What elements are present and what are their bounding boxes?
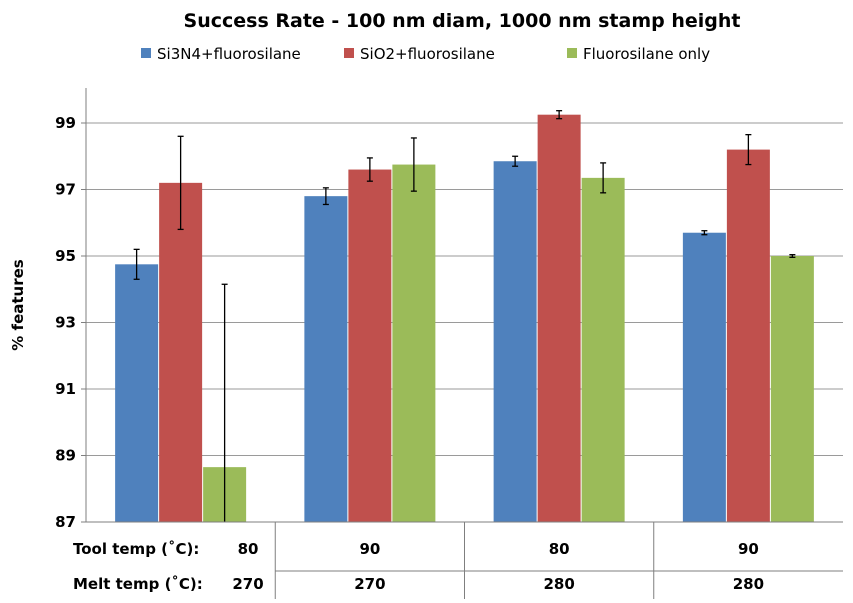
y-tick-label: 89: [55, 447, 76, 465]
y-tick-label: 99: [55, 114, 76, 132]
legend-item: Si3N4+fluorosilane: [141, 45, 301, 63]
y-tick-label: 97: [55, 181, 76, 199]
category-row-label: Melt temp (˚C):: [73, 575, 203, 593]
bar: [770, 256, 814, 522]
bar: [493, 161, 537, 523]
legend-label: Si3N4+fluorosilane: [157, 45, 301, 63]
y-tick-labels: 87 89 91 93 95 97 99: [55, 114, 76, 531]
category-row-value: 280: [733, 575, 764, 593]
bars: [115, 114, 814, 523]
bar: [115, 264, 159, 522]
category-row-value: 270: [354, 575, 385, 593]
bar: [726, 149, 770, 522]
category-row-value: 280: [543, 575, 574, 593]
bar: [348, 169, 392, 523]
category-row-value: 270: [232, 575, 263, 593]
legend-item: SiO2+fluorosilane: [344, 45, 495, 63]
category-table: Tool temp (˚C): 80 90 80 90 Melt temp (˚C): 27…: [73, 522, 843, 599]
error-bars: [133, 110, 796, 522]
chart-title: Success Rate - 100 nm diam, 1000 nm stam…: [184, 10, 741, 32]
legend-label: Fluorosilane only: [583, 45, 710, 63]
bar: [581, 177, 625, 523]
bar: [159, 182, 203, 522]
legend-swatch: [344, 48, 354, 58]
legend-swatch: [567, 48, 577, 58]
category-row-value: 80: [238, 540, 259, 558]
legend-swatch: [141, 48, 151, 58]
bar: [682, 232, 726, 522]
bar: [304, 196, 348, 522]
bar: [537, 114, 581, 522]
legend-label: SiO2+fluorosilane: [360, 45, 495, 63]
y-tick-label: 93: [55, 314, 76, 332]
legend-item: Fluorosilane only: [567, 45, 710, 63]
category-row-value: 90: [359, 540, 380, 558]
category-row-label: Tool temp (˚C):: [73, 540, 199, 558]
category-row-value: 90: [738, 540, 759, 558]
bar: [392, 164, 436, 522]
y-tick-label: 95: [55, 247, 76, 265]
y-tick-label: 91: [55, 380, 76, 398]
legend: Si3N4+fluorosilane SiO2+fluorosilane Fluor…: [141, 45, 710, 63]
y-axis-label: % features: [9, 259, 27, 350]
category-row-value: 80: [549, 540, 570, 558]
y-tick-label: 87: [55, 513, 76, 531]
